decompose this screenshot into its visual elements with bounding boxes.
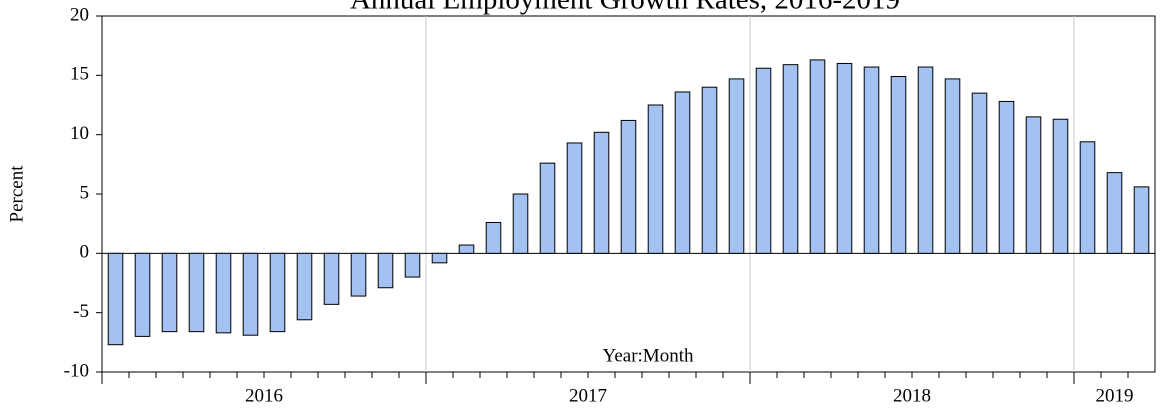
- y-axis-label: Percent: [6, 165, 27, 223]
- bar: [377, 252, 394, 289]
- bar: [1106, 172, 1123, 254]
- y-tick-label: 5: [80, 182, 90, 203]
- bar: [782, 64, 799, 254]
- bar: [188, 252, 205, 333]
- bar: [350, 252, 367, 297]
- bar: [944, 78, 961, 254]
- bar: [242, 252, 259, 336]
- bar: [836, 62, 853, 254]
- bar: [971, 92, 988, 254]
- bar: [539, 162, 556, 254]
- bar: [215, 252, 232, 334]
- y-tick-label: -5: [73, 301, 89, 322]
- bar: [728, 78, 745, 254]
- bar: [134, 252, 151, 337]
- x-group-label: 2019: [1096, 385, 1134, 406]
- bar: [863, 66, 880, 254]
- bar: [1133, 186, 1150, 254]
- bar: [917, 66, 934, 254]
- bar: [566, 142, 583, 254]
- bar: [647, 104, 664, 254]
- bar: [323, 252, 340, 305]
- bar: [431, 252, 448, 264]
- bar: [296, 252, 313, 321]
- bar: [701, 86, 718, 254]
- bar: [512, 193, 529, 254]
- bar: [1025, 116, 1042, 254]
- bar: [458, 244, 475, 254]
- x-group-label: 2016: [245, 385, 283, 406]
- chart-title: Annual Employment Growth Rates, 2016-201…: [350, 0, 900, 16]
- bar: [485, 221, 502, 254]
- y-tick-label: 0: [80, 242, 90, 263]
- bar: [1052, 118, 1069, 254]
- bar: [1079, 141, 1096, 254]
- bar: [674, 91, 691, 254]
- bar: [755, 67, 772, 254]
- x-group-label: 2017: [569, 385, 607, 406]
- bar: [161, 252, 178, 333]
- x-group-label: 2018: [893, 385, 931, 406]
- bar: [620, 119, 637, 254]
- bar: [998, 100, 1015, 254]
- y-tick-label: 15: [70, 64, 89, 85]
- y-tick-label: 10: [70, 123, 89, 144]
- bar: [890, 76, 907, 254]
- bar: [809, 59, 826, 254]
- bar: [269, 252, 286, 333]
- y-tick-label: -10: [64, 360, 89, 381]
- x-axis-label: Year:Month: [603, 345, 694, 366]
- y-tick-label: 20: [70, 4, 89, 25]
- bar: [107, 252, 124, 346]
- bar: [593, 131, 610, 254]
- bar: [404, 252, 421, 278]
